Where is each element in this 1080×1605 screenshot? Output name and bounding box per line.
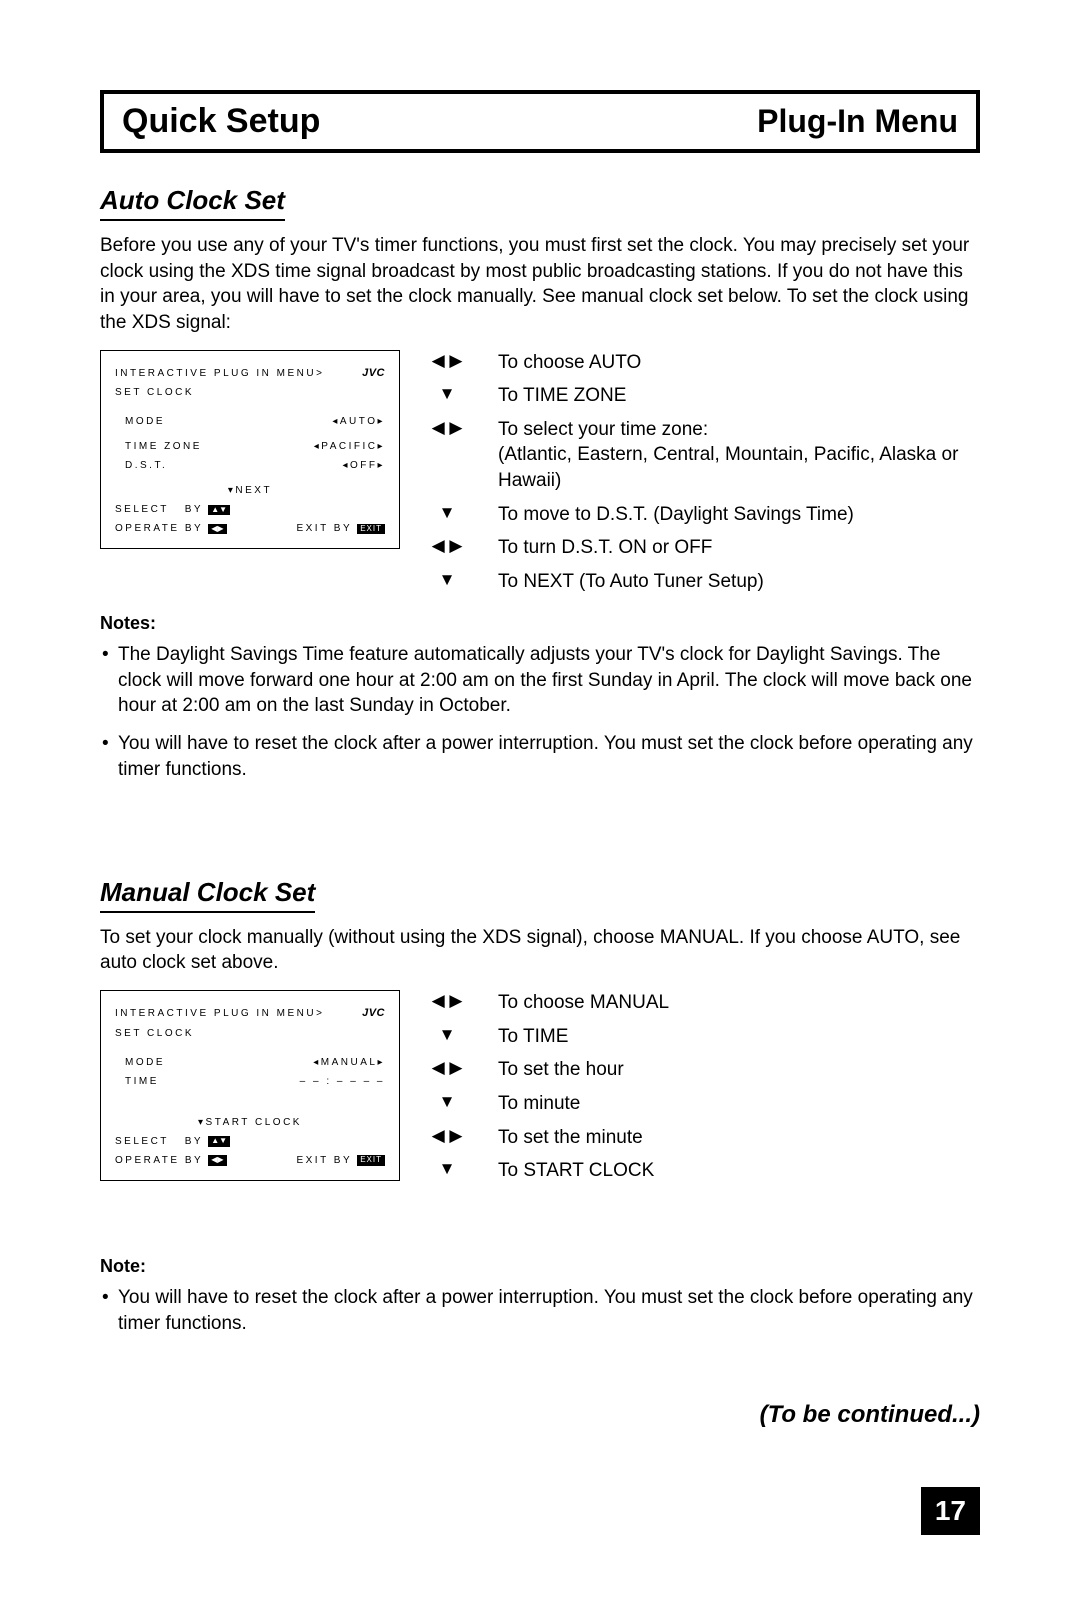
step-row: ▼ To START CLOCK <box>424 1158 980 1184</box>
step-row: ◀ ▶ To set the minute <box>424 1125 980 1151</box>
step-text: To move to D.S.T. (Daylight Savings Time… <box>498 502 980 528</box>
page-number: 17 <box>921 1487 980 1535</box>
header-title-left: Quick Setup <box>122 102 320 141</box>
menu-screenshot-manual: INTERACTIVE PLUG IN MENU> JVC SET CLOCK … <box>100 990 400 1181</box>
down-arrow-icon: ▼ <box>424 1091 470 1114</box>
step-row: ◀ ▶ To select your time zone:(Atlantic, E… <box>424 417 980 494</box>
section-intro: Before you use any of your TV's timer fu… <box>100 233 980 336</box>
header-title-right: Plug-In Menu <box>757 103 958 140</box>
updown-icon <box>208 505 230 515</box>
menu-dst-value: ◂OFF▸ <box>342 456 385 475</box>
menu-dst-label: D.S.T. <box>125 456 167 475</box>
step-row: ▼ To TIME ZONE <box>424 383 980 409</box>
note-item: You will have to reset the clock after a… <box>100 731 980 783</box>
menu-start-clock: ▾START CLOCK <box>115 1113 385 1132</box>
steps-list-auto: ◀ ▶ To choose AUTO ▼ To TIME ZONE ◀ ▶ To sele… <box>424 350 980 603</box>
menu-select-row: SELECT BY <box>115 1132 230 1151</box>
step-text: To turn D.S.T. ON or OFF <box>498 535 980 561</box>
down-arrow-icon: ▼ <box>424 502 470 525</box>
menu-operate-row: OPERATE BY <box>115 519 227 538</box>
section-manual-clock: Manual Clock Set To set your clock manua… <box>100 877 980 1337</box>
section-title: Manual Clock Set <box>100 877 315 913</box>
step-row: ◀ ▶ To set the hour <box>424 1057 980 1083</box>
leftright-arrow-icon: ◀ ▶ <box>424 990 470 1013</box>
section-auto-clock: Auto Clock Set Before you use any of you… <box>100 185 980 783</box>
brand-logo: JVC <box>362 363 385 384</box>
menu-screenshot-auto: INTERACTIVE PLUG IN MENU> JVC SET CLOCK … <box>100 350 400 550</box>
menu-time-value: – – : – – – – <box>300 1072 385 1091</box>
continued-text: (To be continued...) <box>100 1401 980 1429</box>
notes-heading: Notes: <box>100 613 980 634</box>
notes-heading: Note: <box>100 1256 980 1277</box>
section-intro: To set your clock manually (without usin… <box>100 925 980 976</box>
step-row: ◀ ▶ To choose AUTO <box>424 350 980 376</box>
step-text: To choose AUTO <box>498 350 980 376</box>
menu-subtitle: SET CLOCK <box>115 1024 385 1043</box>
step-row: ◀ ▶ To choose MANUAL <box>424 990 980 1016</box>
step-text: To TIME <box>498 1024 980 1050</box>
step-row: ▼ To NEXT (To Auto Tuner Setup) <box>424 569 980 595</box>
menu-tz-label: TIME ZONE <box>125 437 202 456</box>
menu-time-label: TIME <box>125 1072 159 1091</box>
leftright-arrow-icon: ◀ ▶ <box>424 1057 470 1080</box>
leftright-arrow-icon: ◀ ▶ <box>424 350 470 373</box>
step-text: To minute <box>498 1091 980 1117</box>
step-row: ▼ To move to D.S.T. (Daylight Savings Tim… <box>424 502 980 528</box>
step-text: To set the minute <box>498 1125 980 1151</box>
note-item: The Daylight Savings Time feature automa… <box>100 642 980 719</box>
updown-icon <box>208 1136 230 1146</box>
leftright-arrow-icon: ◀ ▶ <box>424 417 470 440</box>
step-text: To set the hour <box>498 1057 980 1083</box>
step-row: ▼ To TIME <box>424 1024 980 1050</box>
step-text: To select your time zone:(Atlantic, East… <box>498 417 980 494</box>
down-arrow-icon: ▼ <box>424 1158 470 1181</box>
menu-select-row: SELECT BY <box>115 500 230 519</box>
down-arrow-icon: ▼ <box>424 1024 470 1047</box>
down-arrow-icon: ▼ <box>424 383 470 406</box>
leftright-arrow-icon: ◀ ▶ <box>424 535 470 558</box>
menu-mode-value: ◂AUTO▸ <box>332 412 385 431</box>
note-item: You will have to reset the clock after a… <box>100 1285 980 1337</box>
menu-subtitle: SET CLOCK <box>115 383 385 402</box>
header-bar: Quick Setup Plug-In Menu <box>100 90 980 153</box>
exit-badge-icon: EXIT <box>357 524 385 534</box>
notes-list: You will have to reset the clock after a… <box>100 1285 980 1337</box>
menu-breadcrumb: INTERACTIVE PLUG IN MENU> <box>115 364 324 383</box>
steps-list-manual: ◀ ▶ To choose MANUAL ▼ To TIME ◀ ▶ To set the… <box>424 990 980 1192</box>
leftright-arrow-icon: ◀ ▶ <box>424 1125 470 1148</box>
step-text: To START CLOCK <box>498 1158 980 1184</box>
leftright-icon <box>208 524 226 534</box>
exit-badge-icon: EXIT <box>357 1155 385 1165</box>
menu-next: ▾NEXT <box>115 481 385 500</box>
menu-mode-label: MODE <box>125 412 165 431</box>
menu-exit-row: EXIT BY EXIT <box>296 1151 385 1170</box>
notes-list: The Daylight Savings Time feature automa… <box>100 642 980 783</box>
step-row: ▼ To minute <box>424 1091 980 1117</box>
menu-mode-label: MODE <box>125 1053 165 1072</box>
step-text: To NEXT (To Auto Tuner Setup) <box>498 569 980 595</box>
leftright-icon <box>208 1155 226 1165</box>
down-arrow-icon: ▼ <box>424 569 470 592</box>
menu-breadcrumb: INTERACTIVE PLUG IN MENU> <box>115 1004 324 1023</box>
menu-tz-value: ◂PACIFIC▸ <box>314 437 385 456</box>
step-text: To choose MANUAL <box>498 990 980 1016</box>
step-row: ◀ ▶ To turn D.S.T. ON or OFF <box>424 535 980 561</box>
menu-exit-row: EXIT BY EXIT <box>296 519 385 538</box>
menu-operate-row: OPERATE BY <box>115 1151 227 1170</box>
section-title: Auto Clock Set <box>100 185 285 221</box>
step-text: To TIME ZONE <box>498 383 980 409</box>
brand-logo: JVC <box>362 1003 385 1024</box>
menu-mode-value: ◂MANUAL▸ <box>313 1053 385 1072</box>
